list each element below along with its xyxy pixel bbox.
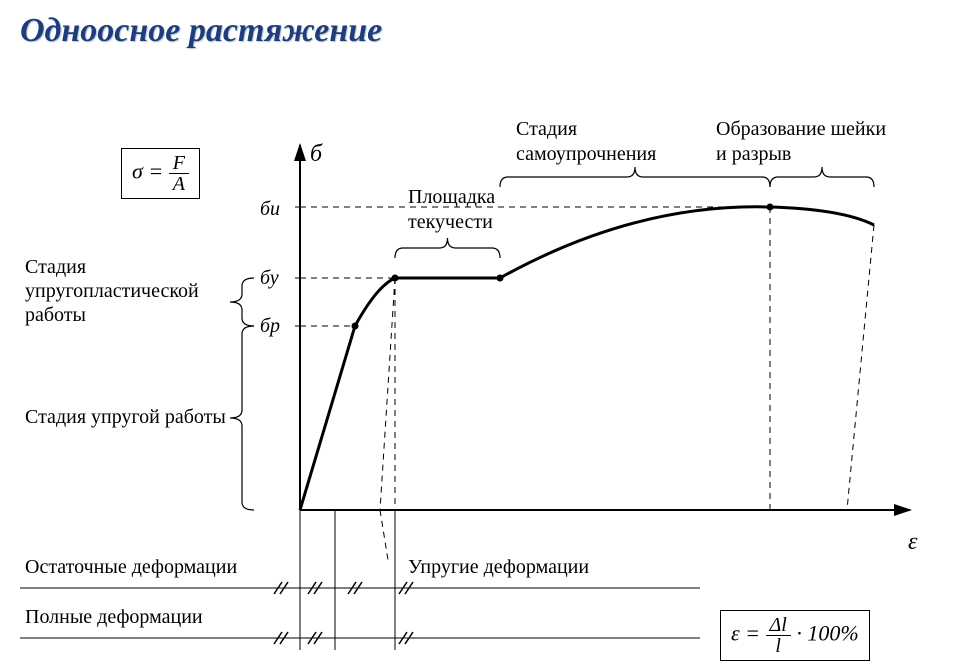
stress-strain-chart [0,0,958,670]
